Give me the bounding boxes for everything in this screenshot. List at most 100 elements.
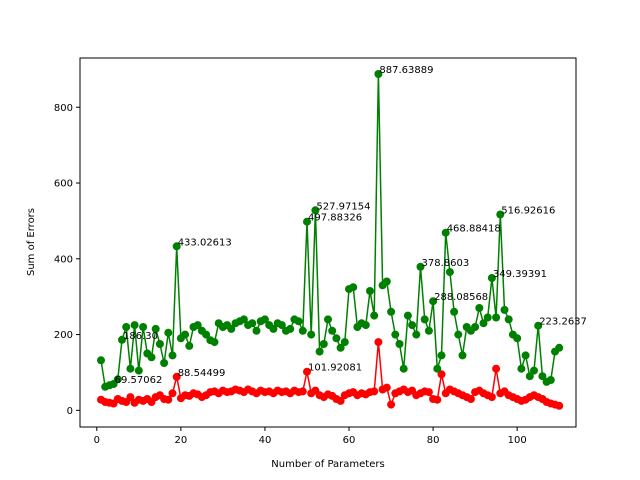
data-label: 433.02613 <box>178 237 232 248</box>
data-point <box>487 274 496 282</box>
data-point <box>487 393 496 402</box>
data-point <box>538 372 547 381</box>
data-point <box>294 317 303 326</box>
x-tick-label: 40 <box>259 435 272 446</box>
data-point <box>160 359 169 367</box>
data-point <box>122 323 131 331</box>
x-axis-label: Number of Parameters <box>271 459 384 470</box>
data-point <box>437 351 446 360</box>
data-point <box>303 217 311 226</box>
plot-frame <box>79 57 577 428</box>
data-label: 349.39391 <box>493 269 547 280</box>
data-point <box>420 315 429 324</box>
data-point <box>555 343 564 352</box>
data-point <box>366 287 374 295</box>
data-point <box>513 334 522 343</box>
x-tick-label: 0 <box>94 435 100 446</box>
data-point <box>252 326 261 335</box>
data-point <box>168 389 177 398</box>
data-point <box>374 338 383 347</box>
data-point <box>181 330 190 339</box>
x-axis: 0 20 40 60 80 100 <box>94 427 527 446</box>
data-point <box>395 340 404 348</box>
data-point <box>151 324 160 333</box>
y-tick-label: 600 <box>54 179 73 190</box>
data-point <box>336 343 345 352</box>
data-label: 88.54499 <box>178 368 226 379</box>
data-point <box>387 307 396 316</box>
data-point <box>374 70 383 78</box>
data-point <box>164 395 173 404</box>
data-point <box>286 324 295 333</box>
data-point <box>139 323 148 331</box>
data-point <box>416 262 425 271</box>
data-point <box>168 351 177 360</box>
data-point <box>185 341 194 350</box>
data-point <box>441 228 450 237</box>
data-point <box>424 326 433 335</box>
data-point <box>382 277 391 286</box>
data-point <box>227 324 236 333</box>
data-point <box>370 387 379 396</box>
data-point <box>492 313 501 322</box>
data-point <box>504 315 513 324</box>
data-point <box>97 356 105 365</box>
data-point <box>298 387 307 396</box>
data-point <box>399 364 408 373</box>
data-point <box>429 297 438 306</box>
data-point <box>319 340 328 348</box>
data-point <box>126 364 135 373</box>
data-point <box>437 370 446 379</box>
data-point <box>471 323 480 331</box>
data-point <box>172 242 181 251</box>
data-point <box>530 366 538 375</box>
data-point <box>408 321 417 330</box>
data-point <box>328 326 337 335</box>
data-point <box>546 376 555 384</box>
data-label: 223.2637 <box>539 317 587 328</box>
data-point <box>172 372 181 381</box>
data-label: 527.97154 <box>316 201 370 212</box>
data-point <box>303 367 311 376</box>
data-point <box>164 328 173 337</box>
data-point <box>466 395 475 403</box>
data-point <box>260 315 269 324</box>
data-label: 468.88418 <box>447 224 501 235</box>
data-label: 497.88326 <box>308 213 362 224</box>
data-point <box>403 311 412 320</box>
y-tick-label: 800 <box>54 103 73 114</box>
data-point <box>210 338 219 347</box>
data-point <box>534 321 543 330</box>
data-point <box>483 313 492 322</box>
data-point <box>475 304 484 312</box>
data-label: 186.30 <box>123 331 158 342</box>
data-label: 887.63889 <box>379 65 433 76</box>
data-label: 288.08568 <box>434 292 488 303</box>
data-point <box>298 326 307 335</box>
data-point <box>555 401 564 410</box>
data-point <box>424 388 433 397</box>
data-point <box>361 321 370 330</box>
y-axis-label: Sum of Errors <box>26 208 37 276</box>
data-point <box>458 351 467 360</box>
data-label: 69.57062 <box>115 375 163 386</box>
data-point <box>113 375 122 384</box>
data-point <box>248 319 257 328</box>
data-point <box>118 335 126 344</box>
data-point <box>155 340 164 348</box>
data-point <box>336 396 345 405</box>
data-point <box>202 330 211 339</box>
data-label: 516.92616 <box>501 206 555 217</box>
data-point <box>433 364 442 373</box>
series-1 <box>97 338 564 410</box>
data-point <box>134 366 143 375</box>
data-point <box>492 364 501 373</box>
data-point <box>307 330 316 339</box>
y-tick-label: 400 <box>54 254 73 265</box>
x-tick-label: 100 <box>508 435 527 446</box>
y-tick-label: 200 <box>54 330 73 341</box>
data-point <box>315 347 324 356</box>
